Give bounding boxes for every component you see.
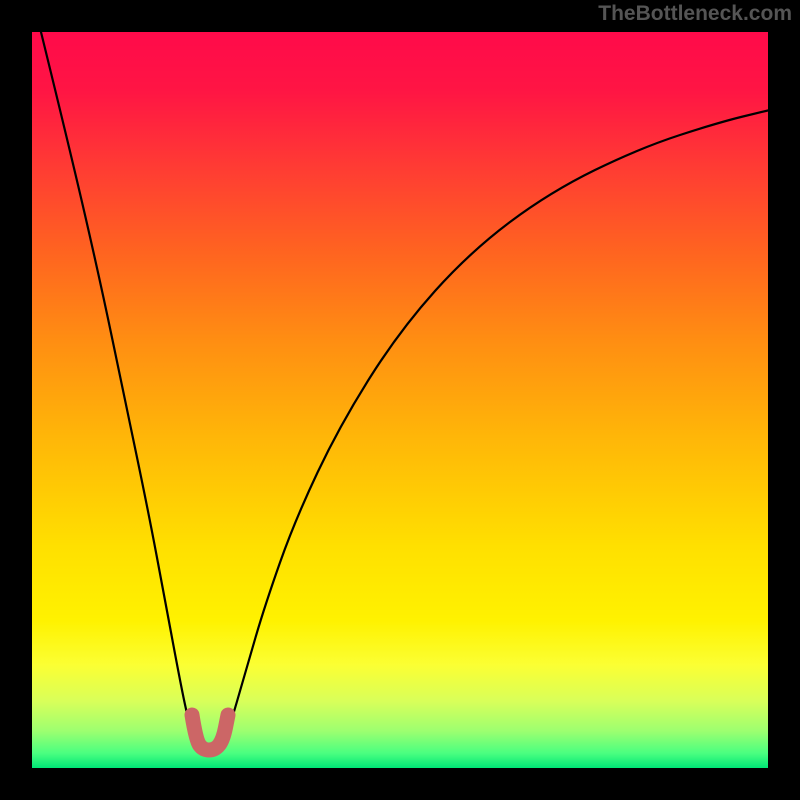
watermark-text: TheBottleneck.com [598,2,792,26]
bottleneck-chart [0,0,800,800]
